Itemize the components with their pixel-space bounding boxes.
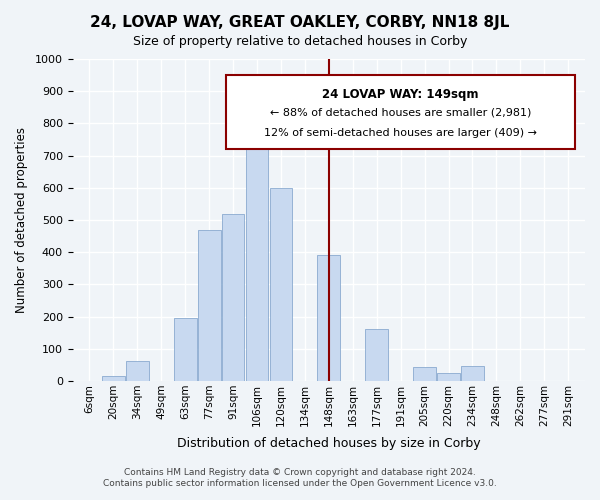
Bar <box>437 372 460 381</box>
Bar <box>413 367 436 381</box>
Bar <box>102 376 125 381</box>
Text: 24 LOVAP WAY: 149sqm: 24 LOVAP WAY: 149sqm <box>322 88 479 101</box>
Bar <box>198 230 221 381</box>
Bar <box>365 329 388 381</box>
FancyBboxPatch shape <box>226 75 575 149</box>
Bar <box>174 318 197 381</box>
Text: 24, LOVAP WAY, GREAT OAKLEY, CORBY, NN18 8JL: 24, LOVAP WAY, GREAT OAKLEY, CORBY, NN18… <box>91 15 509 30</box>
Bar <box>126 361 149 381</box>
Text: Size of property relative to detached houses in Corby: Size of property relative to detached ho… <box>133 35 467 48</box>
Bar <box>317 256 340 381</box>
X-axis label: Distribution of detached houses by size in Corby: Distribution of detached houses by size … <box>177 437 481 450</box>
Text: 12% of semi-detached houses are larger (409) →: 12% of semi-detached houses are larger (… <box>264 128 537 138</box>
Text: ← 88% of detached houses are smaller (2,981): ← 88% of detached houses are smaller (2,… <box>270 107 531 117</box>
Y-axis label: Number of detached properties: Number of detached properties <box>15 127 28 313</box>
Bar <box>269 188 292 381</box>
Bar <box>245 137 268 381</box>
Bar <box>461 366 484 381</box>
Bar <box>221 214 244 381</box>
Text: Contains HM Land Registry data © Crown copyright and database right 2024.
Contai: Contains HM Land Registry data © Crown c… <box>103 468 497 487</box>
